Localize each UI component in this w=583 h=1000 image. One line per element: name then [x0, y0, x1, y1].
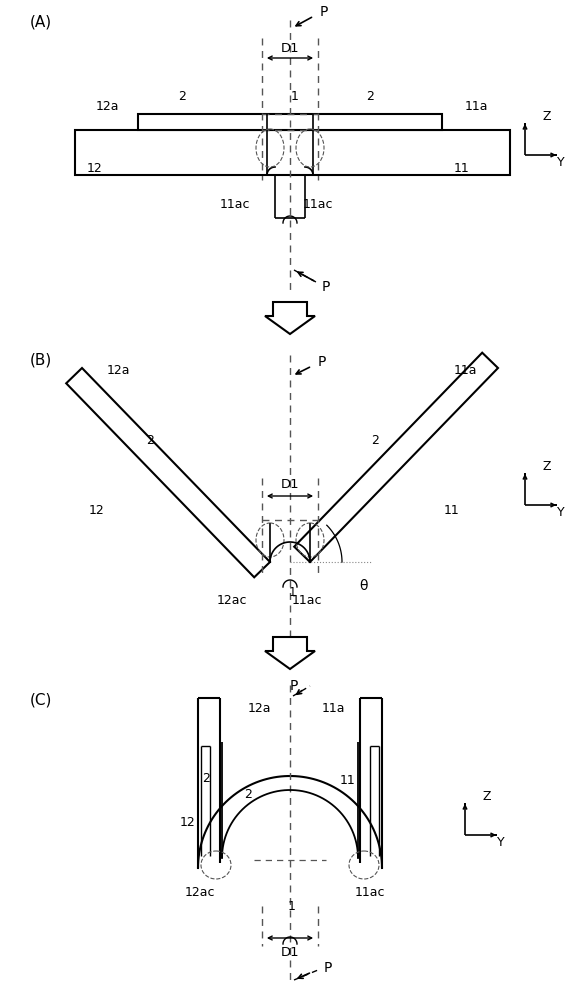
Text: Y: Y [557, 156, 565, 169]
FancyBboxPatch shape [138, 114, 442, 130]
Text: 2: 2 [146, 434, 154, 446]
Text: 12a: 12a [95, 101, 119, 113]
Text: Z: Z [543, 460, 552, 474]
Text: Z: Z [483, 790, 491, 804]
Text: 11ac: 11ac [303, 198, 333, 212]
FancyBboxPatch shape [75, 130, 510, 175]
Text: 12a: 12a [106, 363, 130, 376]
Text: 11ac: 11ac [292, 593, 322, 606]
Text: 11ac: 11ac [220, 198, 250, 212]
Text: D1: D1 [280, 41, 299, 54]
Text: P: P [322, 280, 330, 294]
Text: (C): (C) [30, 692, 52, 708]
Text: 12ac: 12ac [217, 593, 247, 606]
Text: (B): (B) [30, 353, 52, 367]
Text: 2: 2 [371, 434, 379, 446]
Text: 1: 1 [288, 900, 296, 912]
Text: D1: D1 [280, 946, 299, 958]
Text: 11a: 11a [453, 363, 477, 376]
Text: 2: 2 [202, 772, 210, 784]
Text: Z: Z [543, 110, 552, 123]
Text: 12: 12 [89, 504, 105, 516]
Text: D1: D1 [280, 479, 299, 491]
Text: Y: Y [557, 506, 565, 520]
Text: 1: 1 [291, 91, 299, 104]
Text: P: P [318, 355, 326, 369]
Text: 11: 11 [454, 161, 470, 174]
Text: θ: θ [359, 579, 367, 593]
Text: 2: 2 [366, 91, 374, 104]
Text: P: P [320, 5, 328, 19]
Polygon shape [294, 353, 498, 562]
Text: 12: 12 [87, 161, 103, 174]
Text: P: P [324, 961, 332, 975]
Text: (A): (A) [30, 14, 52, 29]
Text: 11: 11 [444, 504, 460, 516]
Text: 11a: 11a [464, 101, 488, 113]
FancyArrow shape [265, 302, 315, 334]
Text: 2: 2 [178, 91, 186, 104]
Polygon shape [66, 368, 270, 577]
Text: 2: 2 [244, 788, 252, 802]
Text: 12ac: 12ac [184, 886, 215, 898]
Text: Y: Y [497, 836, 505, 850]
Text: P: P [290, 679, 298, 693]
Text: 11ac: 11ac [355, 886, 385, 898]
Text: 12a: 12a [248, 702, 271, 714]
Text: 11a: 11a [322, 702, 346, 714]
Text: 11: 11 [340, 774, 356, 786]
Text: 12: 12 [179, 816, 195, 828]
FancyArrow shape [265, 637, 315, 669]
Text: 1: 1 [288, 585, 296, 598]
